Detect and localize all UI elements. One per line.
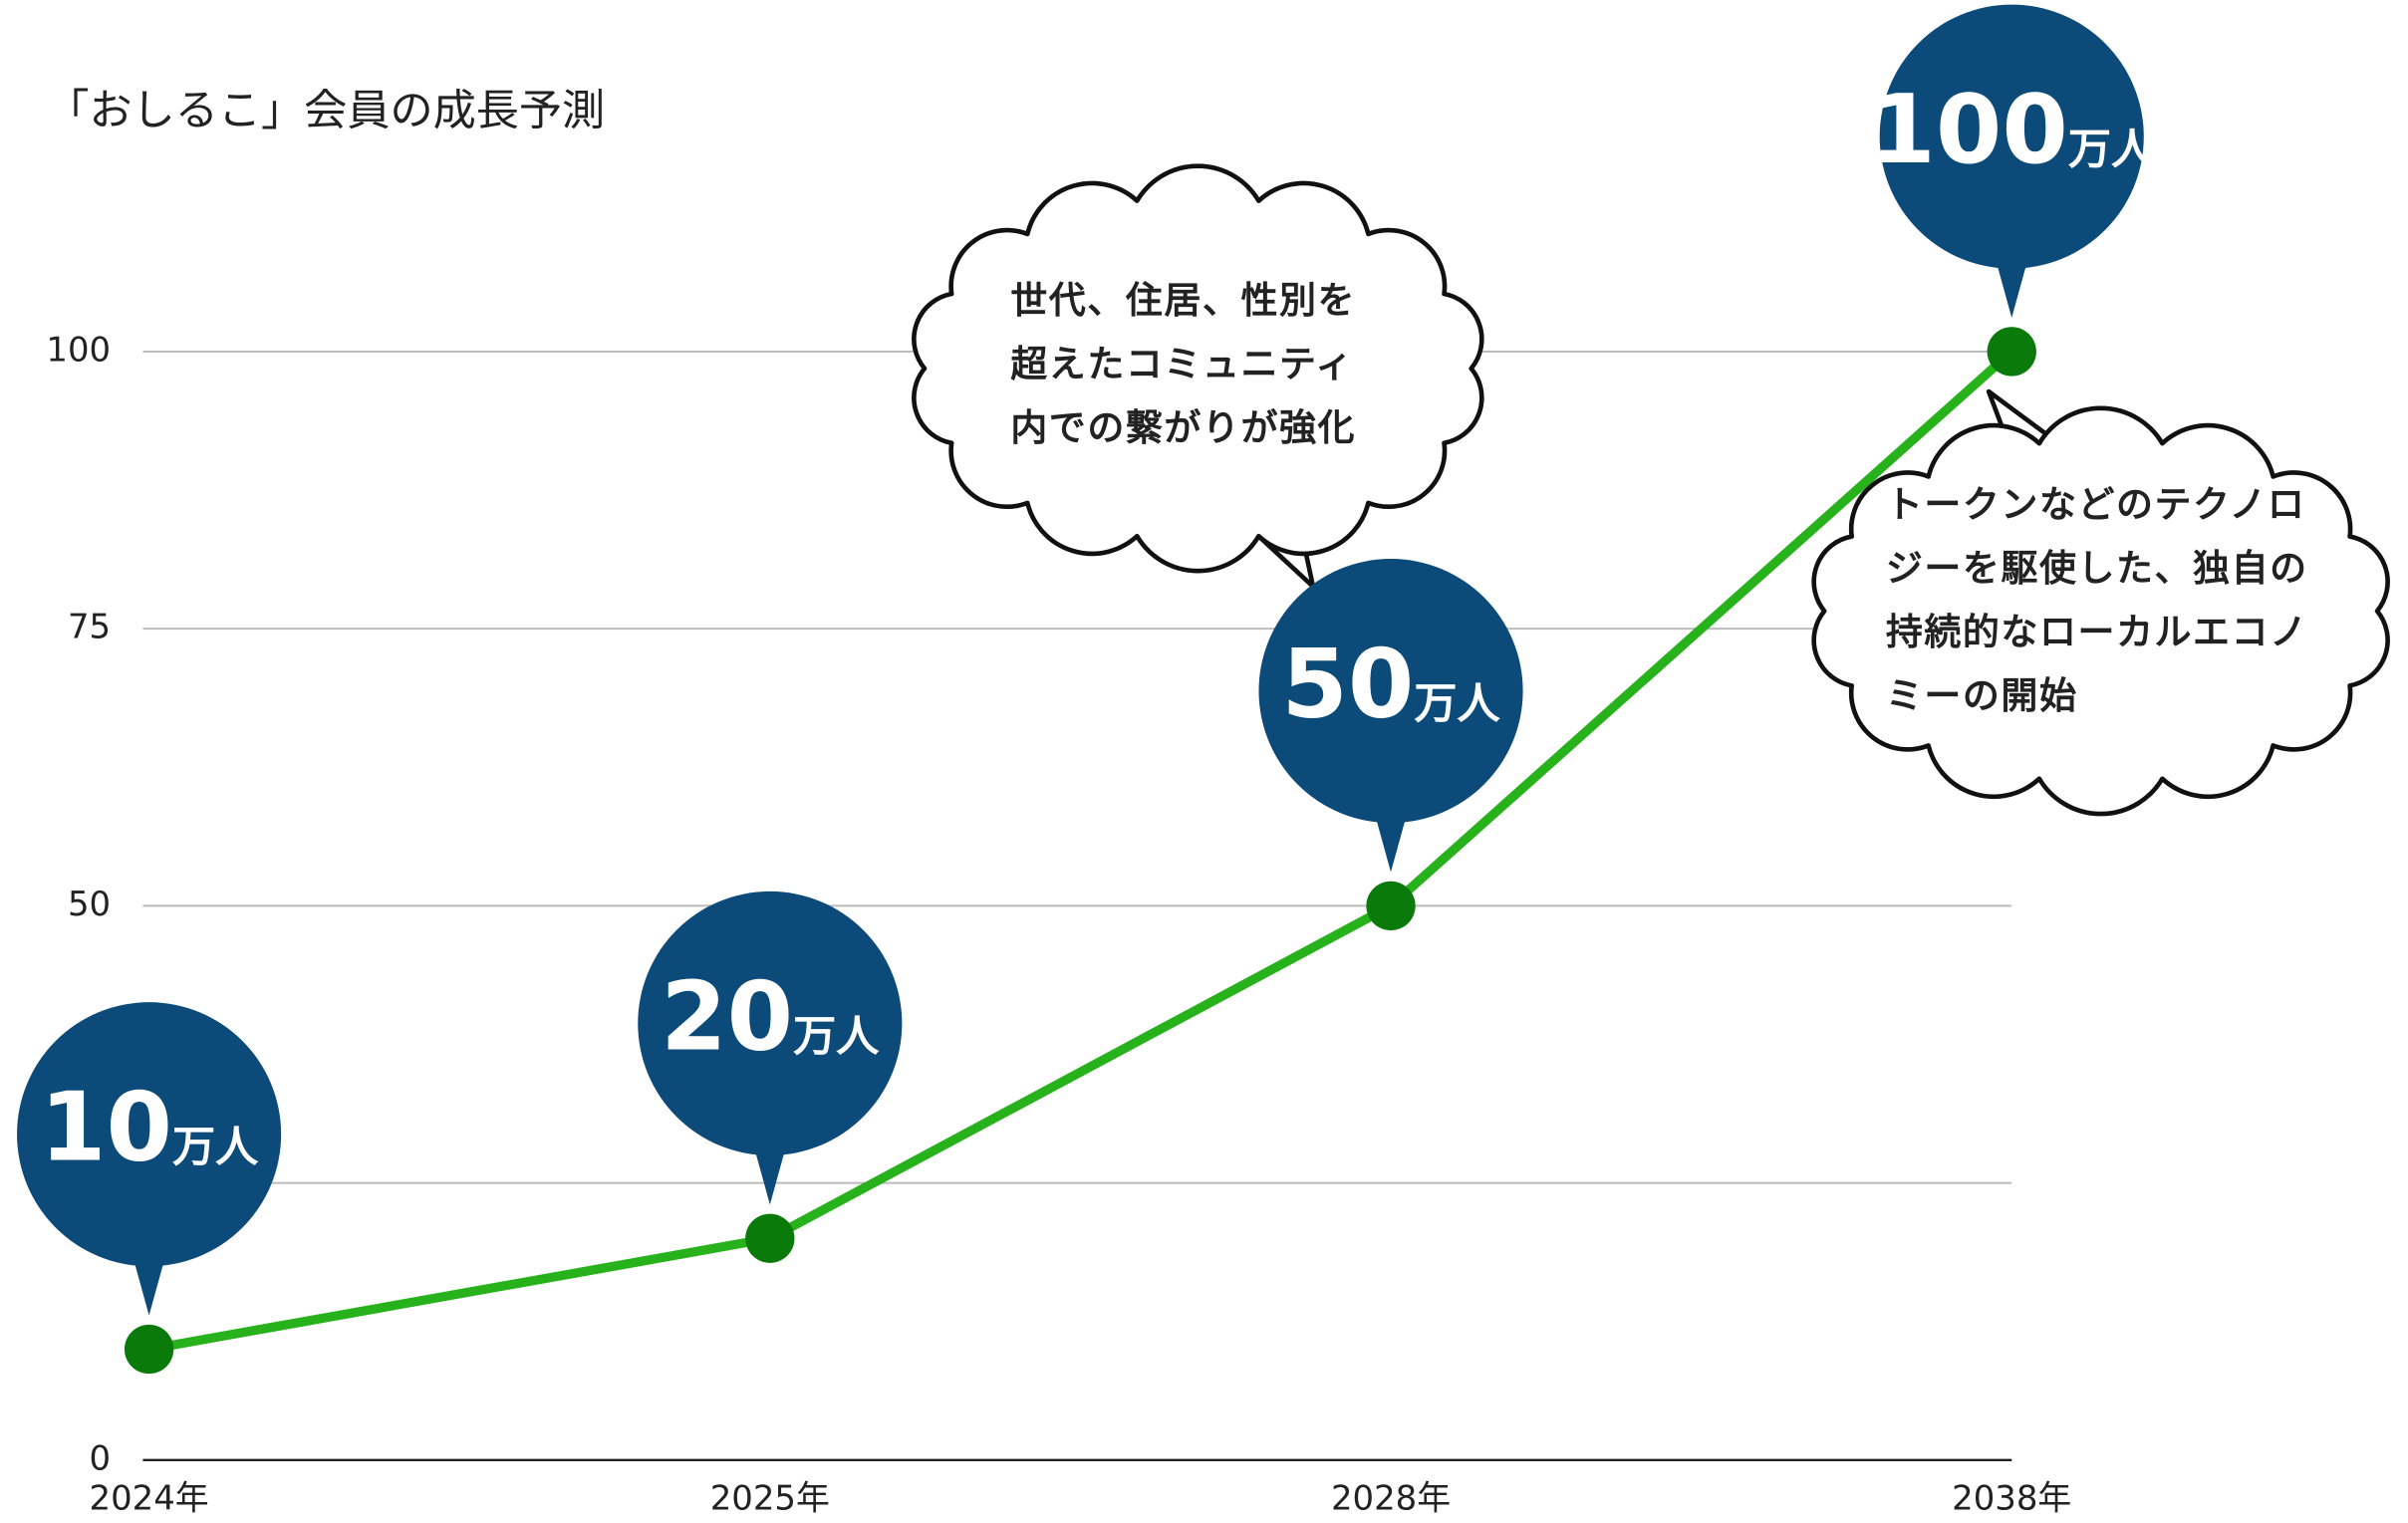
annotation-line: 世代、住居、性別を: [1010, 279, 1356, 322]
page-body: {"chart_data": {"type": "line", "title":…: [0, 0, 2408, 1523]
x-tick-label: 2028年: [1331, 1478, 1451, 1517]
annotation-line: 超えたコミュニティ: [1010, 343, 1354, 385]
data-point: [1366, 882, 1415, 930]
x-tick-label: 2025年: [710, 1478, 830, 1517]
data-point: [745, 1214, 794, 1263]
data-point: [125, 1325, 173, 1374]
y-tick-label: 100: [46, 330, 111, 369]
y-tick-label: 50: [68, 885, 111, 923]
annotation-line: ジーを駆使した、独自の: [1886, 547, 2308, 590]
chart-title: 「おしるこ」会員の成長予測: [46, 87, 605, 136]
annotation-line: トークンなどのテクノロ: [1886, 483, 2306, 526]
annotation-line: ミーの開始: [1886, 674, 2078, 717]
data-point: [1988, 327, 2036, 376]
page: html, body { margin: 0; padding: 0; back…: [0, 0, 2408, 1523]
annotation-line: 内での繋がりが強化: [1010, 406, 1356, 449]
annotation-line: 持続的なローカルエコノ: [1886, 611, 2308, 653]
y-tick-label: 75: [68, 608, 111, 646]
y-tick-label: 0: [90, 1438, 112, 1477]
x-tick-label: 2024年: [90, 1478, 209, 1517]
chart: 「おしるこ」会員の成長予測 02550751002024年2025年2028年2…: [0, 0, 2408, 1523]
x-tick-label: 2038年: [1952, 1478, 2071, 1517]
